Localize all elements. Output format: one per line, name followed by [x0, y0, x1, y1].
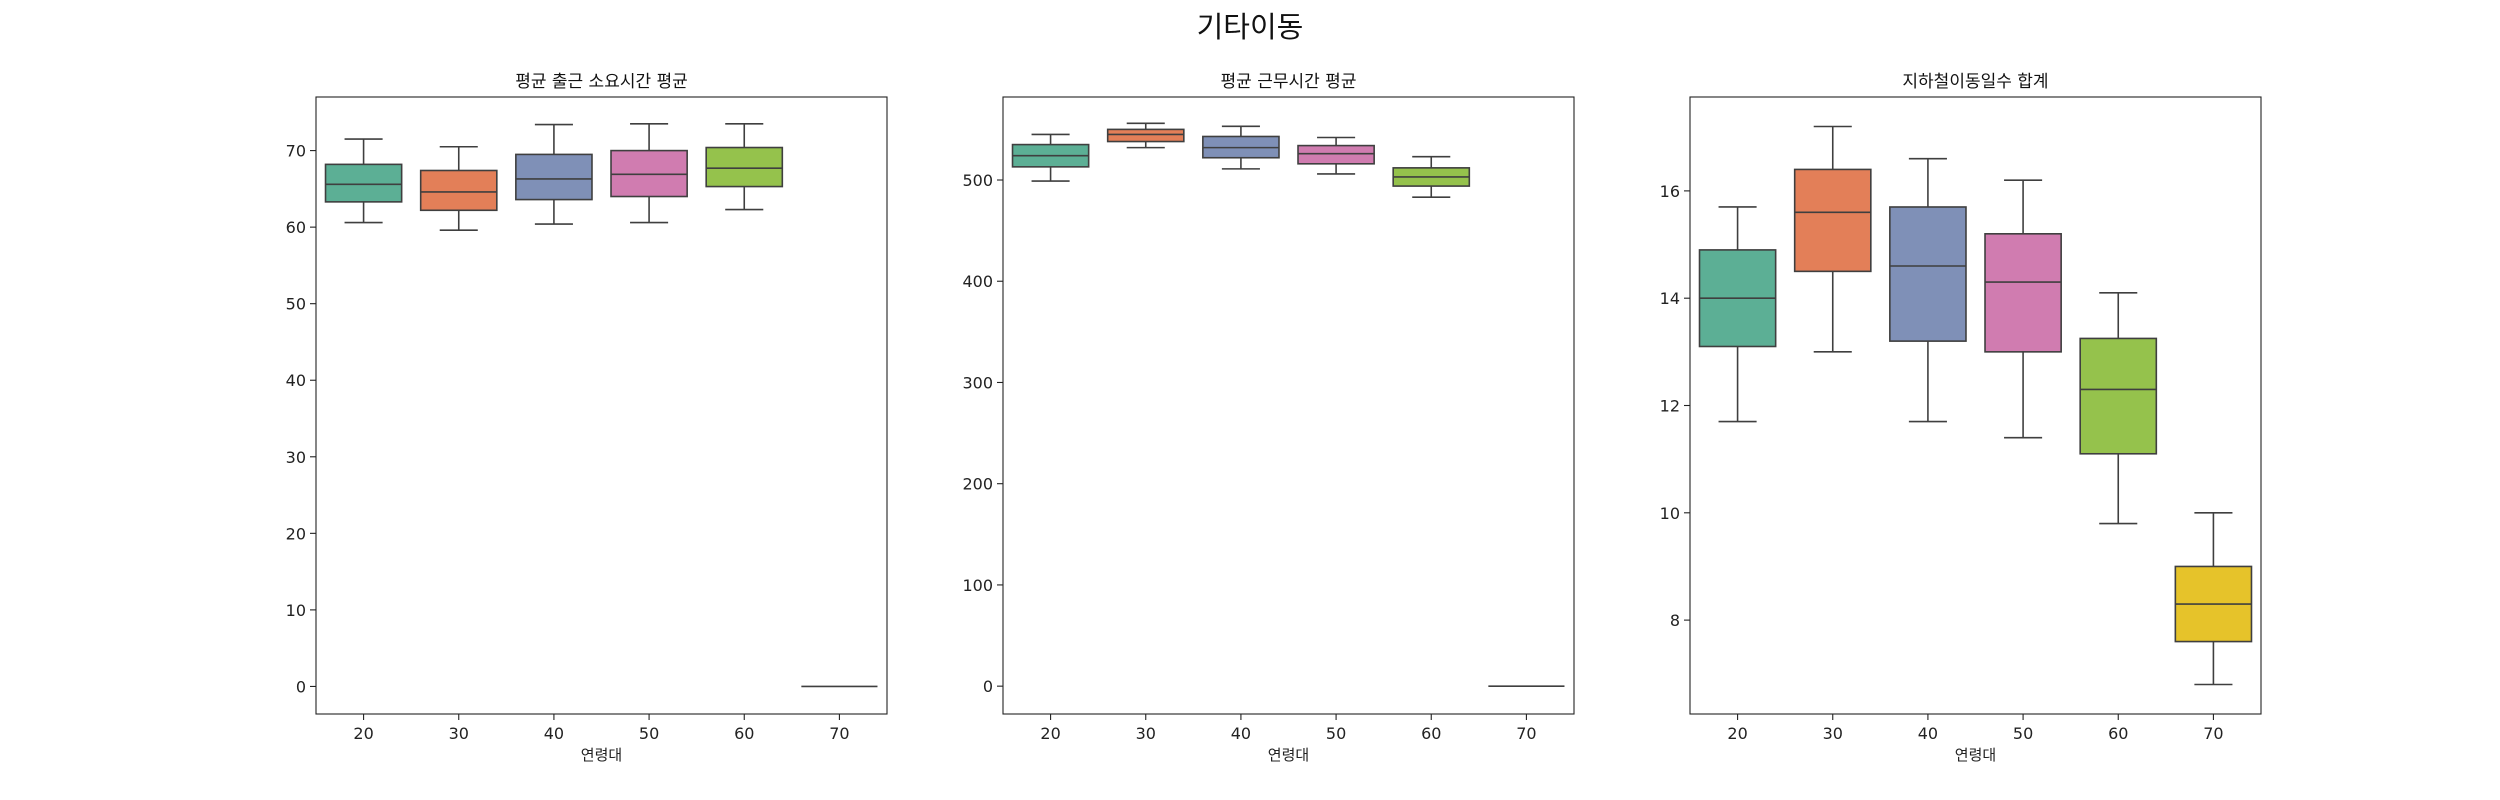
x-tick-label: 70 — [2203, 724, 2223, 743]
x-tick-label: 40 — [1231, 724, 1251, 743]
iqr-box — [1106, 128, 1185, 143]
x-tick-label: 30 — [1823, 724, 1843, 743]
x-tick-label: 60 — [734, 724, 754, 743]
x-tick-label: 60 — [1421, 724, 1441, 743]
iqr-box — [1984, 233, 2062, 353]
iqr-box — [1889, 206, 1967, 342]
y-tick-label: 500 — [962, 171, 993, 190]
y-tick-label: 0 — [983, 677, 993, 696]
chart-title: 평균 출근 소요시간 평균 — [515, 72, 688, 92]
chart-panel: 평균 근무시간 평균 0 100 200 300 400 500 20 30 40 50 60 70 연령… — [962, 72, 1575, 764]
chart-panel: 지하철이동일수 합계 8 10 12 14 16 20 30 40 50 60 70 연령대 — [1660, 72, 2262, 764]
box-50 — [1297, 136, 1375, 175]
iqr-box — [515, 153, 593, 201]
y-tick-label: 10 — [1660, 504, 1680, 523]
box-60 — [705, 122, 784, 211]
y-tick-label: 50 — [286, 295, 306, 314]
x-tick-label: 50 — [1326, 724, 1346, 743]
plot-frame — [315, 96, 888, 715]
y-tick-label: 40 — [286, 371, 306, 390]
y-tick-label: 16 — [1660, 182, 1680, 201]
box-40 — [515, 123, 593, 225]
box-40 — [1889, 157, 1967, 423]
y-tick-label: 0 — [296, 677, 306, 696]
x-tick-label: 20 — [1040, 724, 1060, 743]
y-tick-label: 20 — [286, 524, 306, 543]
box-20 — [324, 138, 403, 224]
y-tick-label: 12 — [1660, 397, 1680, 416]
box-30 — [419, 145, 498, 231]
chart-panel: 평균 출근 소요시간 평균 0 10 20 30 40 50 60 70 20 30 40 50 60 70… — [286, 72, 888, 764]
box-50 — [610, 122, 688, 224]
iqr-box — [705, 146, 784, 188]
x-tick-label: 40 — [1918, 724, 1938, 743]
chart-title: 지하철이동일수 합계 — [1902, 72, 2048, 92]
iqr-box — [1297, 144, 1375, 165]
y-tick-label: 60 — [286, 218, 306, 237]
y-tick-label: 300 — [962, 373, 993, 392]
y-tick-label: 8 — [1670, 611, 1680, 630]
x-axis-label: 연령대 — [581, 746, 622, 764]
x-tick-label: 70 — [829, 724, 849, 743]
box-50 — [1984, 179, 2062, 439]
y-tick-label: 30 — [286, 448, 306, 467]
figure-title: 기타이동 — [1197, 10, 1304, 44]
box-30 — [1106, 122, 1185, 149]
x-tick-label: 50 — [639, 724, 659, 743]
x-tick-label: 30 — [449, 724, 469, 743]
y-tick-label: 14 — [1660, 289, 1680, 308]
x-tick-label: 70 — [1516, 724, 1536, 743]
iqr-box — [1793, 168, 1872, 273]
iqr-box — [324, 163, 403, 203]
box-20 — [1011, 133, 1090, 182]
iqr-box — [2079, 337, 2158, 455]
x-tick-label: 60 — [2108, 724, 2128, 743]
x-axis-label: 연령대 — [1268, 746, 1309, 764]
y-tick-label: 200 — [962, 475, 993, 494]
box-60 — [1392, 155, 1471, 199]
x-tick-label: 50 — [2013, 724, 2033, 743]
iqr-box — [419, 169, 498, 212]
panels: 평균 출근 소요시간 평균 0 10 20 30 40 50 60 70 20 30 40 50 60 70… — [286, 72, 2262, 764]
x-tick-label: 40 — [544, 724, 564, 743]
y-tick-label: 70 — [286, 142, 306, 161]
plot-frame — [1689, 96, 2262, 715]
x-tick-label: 30 — [1136, 724, 1156, 743]
x-tick-label: 20 — [1727, 724, 1747, 743]
box-20 — [1698, 206, 1777, 423]
x-tick-label: 20 — [353, 724, 373, 743]
y-tick-label: 400 — [962, 272, 993, 291]
box-70 — [2174, 512, 2253, 686]
plot-frame — [1002, 96, 1575, 715]
box-60 — [2079, 292, 2158, 525]
y-tick-label: 10 — [286, 601, 306, 620]
y-tick-label: 100 — [962, 576, 993, 595]
box-40 — [1202, 125, 1280, 170]
x-axis-label: 연령대 — [1955, 746, 1996, 764]
chart-title: 평균 근무시간 평균 — [1221, 72, 1357, 92]
box-30 — [1793, 125, 1872, 353]
